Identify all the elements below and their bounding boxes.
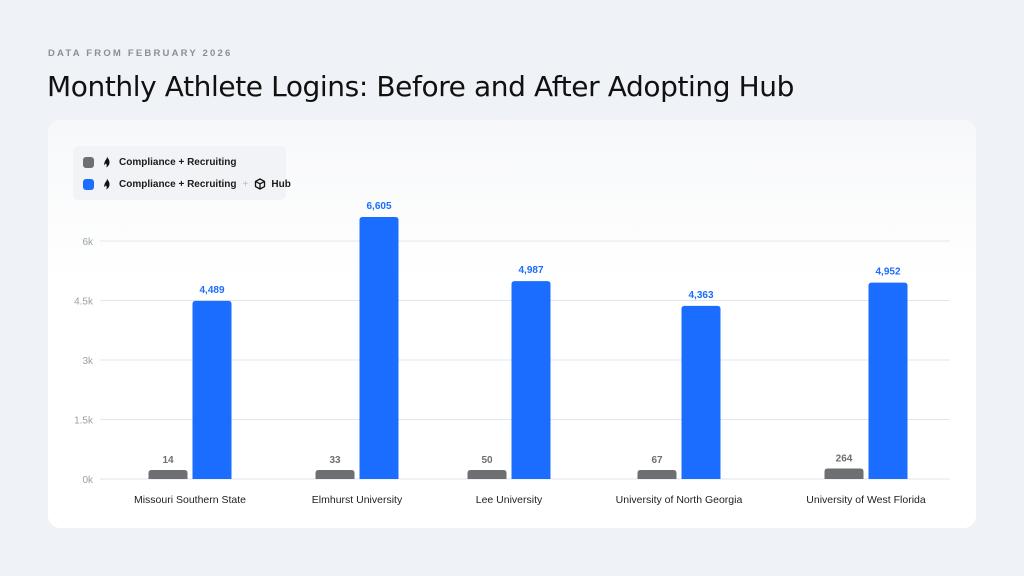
y-tick-label: 3k	[82, 356, 94, 367]
data-label-before: 67	[651, 455, 663, 466]
y-tick-label: 1.5k	[74, 416, 94, 427]
y-tick-label: 4.5k	[74, 297, 94, 308]
legend-label-after: Compliance + Recruiting	[119, 178, 237, 190]
chart-legend: Compliance + Recruiting Compliance + Rec…	[73, 146, 291, 200]
x-category-label: Lee University	[476, 494, 543, 506]
data-label-after: 6,605	[366, 201, 391, 212]
page-title: Monthly Athlete Logins: Before and After…	[47, 70, 795, 103]
x-category-label: University of West Florida	[806, 494, 926, 506]
y-tick-label: 0k	[82, 475, 94, 486]
data-label-before: 33	[329, 455, 341, 466]
flame-logo-icon	[104, 178, 110, 190]
data-label-after: 4,363	[688, 290, 713, 301]
data-label-after: 4,987	[518, 265, 543, 276]
data-label-after: 4,952	[875, 267, 900, 278]
legend-plus: +	[242, 178, 249, 190]
y-tick-label: 6k	[82, 237, 94, 248]
legend-label-hub: Hub	[271, 178, 291, 190]
bar-after	[511, 281, 551, 479]
bar-after	[192, 300, 232, 479]
bar-after	[359, 217, 399, 480]
legend-item-after: Compliance + Recruiting + Hub	[83, 177, 291, 191]
data-date-eyebrow: DATA FROM FEBRUARY 2026	[48, 48, 233, 59]
bar-after	[868, 282, 908, 479]
bar-before	[315, 470, 355, 479]
legend-swatch-after	[83, 178, 94, 190]
data-label-after: 4,489	[199, 285, 224, 296]
bar-before	[824, 468, 864, 479]
legend-label-before: Compliance + Recruiting	[119, 156, 237, 168]
bar-after	[681, 305, 721, 479]
legend-swatch-before	[83, 156, 94, 168]
bar-before	[467, 470, 507, 479]
x-category-label: Elmhurst University	[312, 494, 403, 506]
bar-before	[637, 470, 677, 479]
bar-before	[148, 470, 188, 479]
legend-item-before: Compliance + Recruiting	[83, 155, 237, 169]
x-category-label: Missouri Southern State	[134, 494, 246, 506]
data-label-before: 14	[162, 455, 174, 466]
x-category-label: University of North Georgia	[616, 494, 743, 506]
flame-logo-icon	[104, 156, 110, 168]
data-label-before: 50	[481, 455, 493, 466]
cube-icon	[255, 178, 266, 190]
data-label-before: 264	[836, 454, 853, 465]
